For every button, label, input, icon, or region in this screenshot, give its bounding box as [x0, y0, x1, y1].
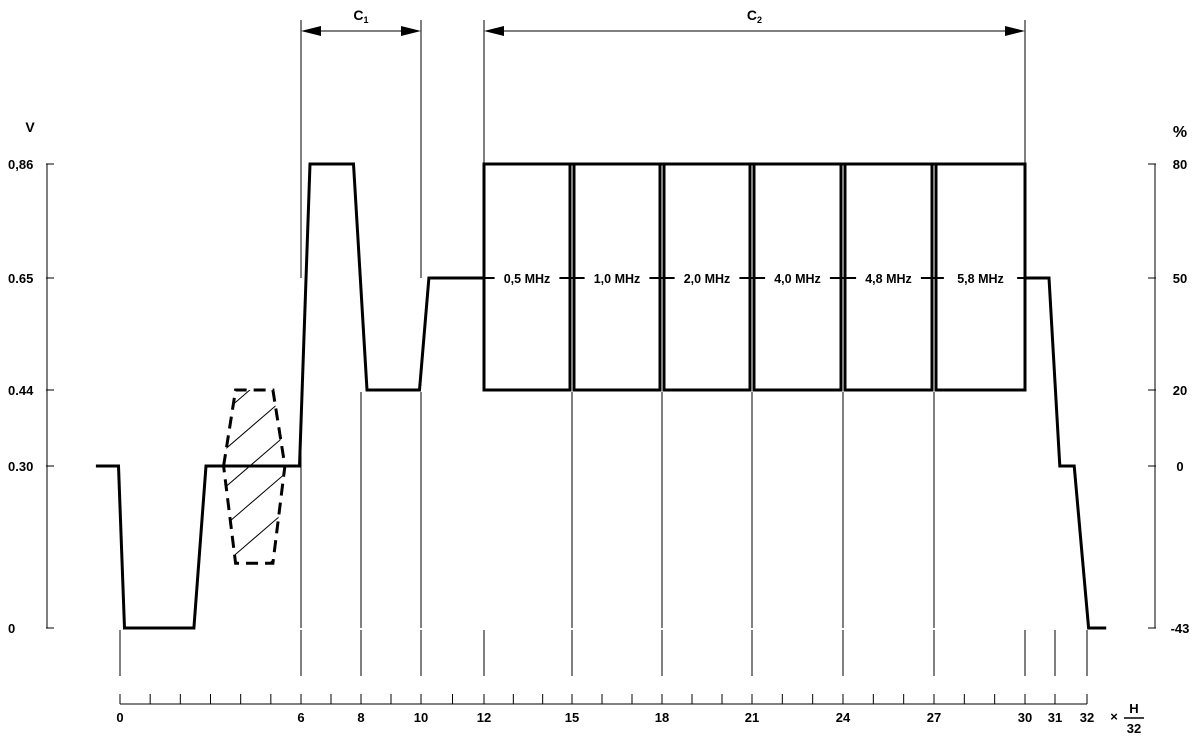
frequency-packet-box: [662, 162, 752, 392]
right-axis-tick-label: 50: [1173, 271, 1187, 286]
frequency-packet-label: 2,0 MHz: [684, 272, 731, 286]
axes-layer: [46, 163, 1156, 705]
frequency-packet-label: 4,0 MHz: [774, 272, 821, 286]
left-axis-tick-label: 0.30: [8, 459, 33, 474]
time-axis-label: 21: [745, 710, 759, 725]
left-axis-tick-label: 0.44: [8, 383, 34, 398]
sync-marker-hatch-line: [223, 390, 285, 422]
frequency-packet-label: 1,0 MHz: [594, 272, 641, 286]
left-axis-tick-label: 0,86: [8, 157, 33, 172]
right-axis-tick-label: 0: [1176, 459, 1183, 474]
time-axis-label: 32: [1080, 710, 1094, 725]
time-axis-unit-prefix: ×: [1110, 709, 1118, 724]
frequency-packet-label: 5,8 MHz: [957, 272, 1004, 286]
region-arrowhead-right: [1005, 26, 1025, 36]
right-axis-tick-label: -43: [1171, 621, 1190, 636]
time-axis-label: 6: [297, 710, 304, 725]
frequency-packet-box: [572, 162, 662, 392]
region-markers-layer: [300, 20, 1026, 278]
region-arrowhead-left: [301, 26, 321, 36]
frequency-packet-label: 0,5 MHz: [504, 272, 551, 286]
frequency-packet-label: 4,8 MHz: [865, 272, 912, 286]
left-axis-tick-label: 0.65: [8, 271, 33, 286]
frequency-packet-box: [843, 162, 934, 392]
time-axis-label: 31: [1048, 710, 1062, 725]
time-axis-label: 8: [357, 710, 364, 725]
vertical-guide-lines-layer: [119, 392, 1088, 676]
frequency-packet-box: [934, 162, 1027, 392]
labels-layer: V 0,86 0.65 0.44 0.30 0% 80 50 20 0 -43 0 6 8 10 12 15 18…: [8, 7, 1189, 736]
region-label: C2: [747, 7, 762, 25]
right-axis-tick-label: 80: [1173, 157, 1187, 172]
time-axis-label: 12: [477, 710, 491, 725]
sync-marker-hatch-line: [223, 540, 285, 564]
left-axis-unit: V: [25, 119, 35, 135]
time-axis-label: 27: [927, 710, 941, 725]
region-label: C1: [353, 7, 368, 25]
sync-marker-hatch-line: [214, 579, 295, 649]
sync-marker-outline: [222, 388, 287, 565]
frequency-packet-box: [752, 162, 843, 392]
time-axis-label: 30: [1018, 710, 1032, 725]
time-axis-label: 10: [414, 710, 428, 725]
left-axis-tick-label: 0: [8, 621, 15, 636]
sync-marker-hatching: [214, 313, 295, 687]
time-axis-label: 18: [655, 710, 669, 725]
right-axis-tick-label: 20: [1173, 383, 1187, 398]
time-axis-label: 0: [116, 710, 123, 725]
sync-marker-hatch-line: [214, 617, 295, 687]
time-axis-unit-denominator: 32: [1127, 721, 1141, 736]
time-axis-label: 24: [836, 710, 851, 725]
right-axis-unit: %: [1173, 124, 1187, 141]
frequency-packets-layer: [482, 162, 1027, 392]
time-axis-unit-numerator: H: [1129, 701, 1138, 716]
waveform-trace: [95, 162, 1107, 630]
sync-marker-hatch-line: [214, 313, 295, 383]
time-axis-label: 15: [565, 710, 579, 725]
region-arrowhead-left: [484, 26, 504, 36]
region-arrowhead-right: [401, 26, 421, 36]
frequency-packet-box: [482, 162, 572, 392]
